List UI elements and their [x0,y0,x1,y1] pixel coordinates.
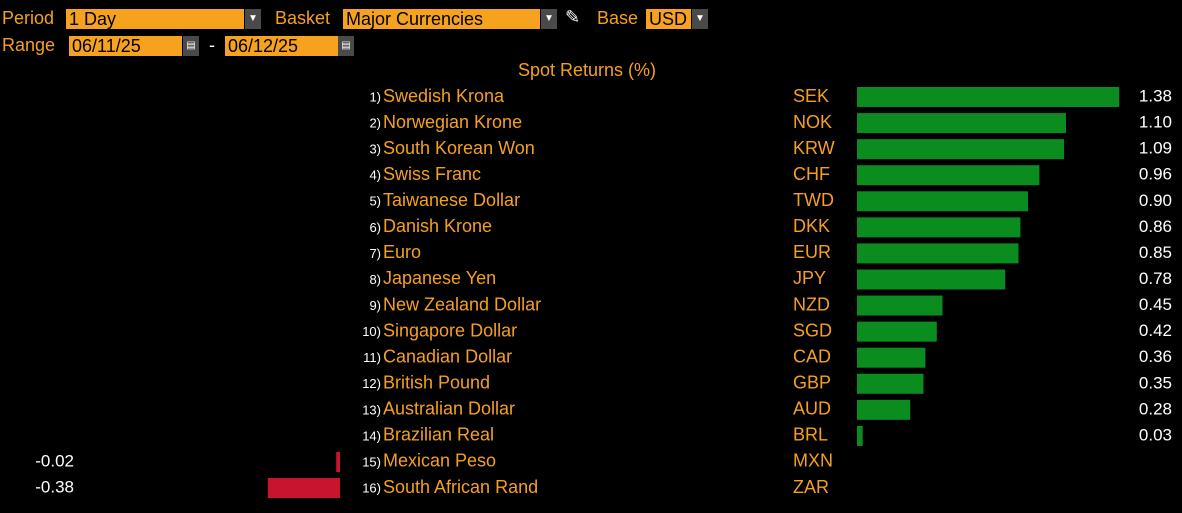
currency-name: South Korean Won [383,138,535,158]
value-label: 1.09 [1139,139,1172,158]
currency-name: Australian Dollar [383,399,515,419]
currency-name: South African Rand [383,477,538,497]
value-label: 0.42 [1139,321,1172,340]
rank-label: 8) [369,272,381,287]
rank-label: 12) [362,376,381,391]
currency-code: TWD [793,190,834,210]
rank-label: 1) [369,89,381,104]
bar [857,243,1019,264]
currency-name: Norwegian Krone [383,112,522,132]
rank-label: 2) [369,116,381,131]
range-label: Range [2,35,56,55]
bar [857,347,926,368]
bar [857,87,1120,107]
bar [857,113,1066,134]
currency-code: SGD [793,320,832,340]
currency-code: MXN [793,451,833,471]
value-label: 0.03 [1139,425,1172,444]
currency-code: JPY [793,268,826,288]
value-label: 0.86 [1139,217,1172,236]
period-dropdown[interactable]: 1 Day [66,9,244,29]
currency-code: GBP [793,373,831,393]
calendar-icon[interactable]: ▤ [183,36,199,56]
currency-name: Japanese Yen [383,268,496,288]
bar [857,399,911,420]
value-label: 0.35 [1139,373,1172,392]
currency-name: Taiwanese Dollar [383,190,520,210]
rank-label: 9) [369,298,381,313]
rank-label: 11) [363,350,381,365]
rank-label: 15) [362,454,381,469]
currency-code: KRW [793,138,835,158]
bar [857,217,1021,238]
currency-code: ZAR [793,477,829,497]
rank-label: 13) [362,402,381,417]
currency-code: EUR [793,242,831,262]
rank-label: 4) [369,168,381,183]
rank-label: 16) [362,480,381,495]
base-label: Base [597,8,639,28]
calendar-icon[interactable]: ▤ [338,36,354,56]
currency-code: CHF [793,164,830,184]
currency-name: Swedish Krona [383,86,505,106]
currency-code: NOK [793,112,832,132]
currency-name: British Pound [383,373,490,393]
bar [857,139,1065,160]
value-label: 0.28 [1139,399,1172,418]
bar [857,165,1040,186]
range-to[interactable]: 06/12/25 [225,36,338,56]
range-from[interactable]: 06/11/25 [69,36,182,56]
currency-name: Brazilian Real [383,425,494,445]
value-label: 0.85 [1139,243,1172,262]
currency-code: DKK [793,216,830,236]
currency-name: Euro [383,242,421,262]
currency-code: AUD [793,399,831,419]
currency-name: Mexican Peso [383,451,496,471]
currency-code: BRL [793,425,828,445]
rank-label: 7) [369,246,381,261]
value-label: -0.02 [35,451,74,470]
currency-name: Swiss Franc [383,164,481,184]
value-label: 0.78 [1139,269,1172,288]
currency-name: Danish Krone [383,216,492,236]
rank-label: 14) [362,428,381,443]
currency-code: NZD [793,294,830,314]
bar [857,295,943,316]
bar [857,425,863,446]
rank-label: 10) [362,324,381,339]
period-label: Period [2,8,55,28]
rank-label: 3) [369,142,381,157]
bar [857,191,1028,212]
currency-code: SEK [793,86,829,106]
dropdown-arrow[interactable]: ▼ [245,9,261,29]
value-label: 1.38 [1139,86,1172,105]
basket-dropdown[interactable]: Major Currencies [343,9,540,29]
currency-code: CAD [793,346,831,366]
bar [336,451,340,472]
rank-label: 6) [369,220,381,235]
range-separator: - [209,35,215,55]
bar [267,478,340,499]
base-dropdown[interactable]: USD [646,9,691,29]
value-label: 0.90 [1139,191,1172,210]
bar [857,373,924,394]
basket-label: Basket [275,8,331,28]
dropdown-arrow[interactable]: ▼ [692,9,708,29]
currency-name: Singapore Dollar [383,320,517,340]
value-label: 1.10 [1139,113,1172,132]
edit-icon[interactable]: ✎ [565,7,581,27]
currency-name: Canadian Dollar [383,346,512,366]
bar [857,269,1006,290]
dropdown-arrow[interactable]: ▼ [541,9,557,29]
value-label: 0.36 [1139,347,1172,366]
value-label: -0.38 [35,478,74,497]
rank-label: 5) [369,194,381,209]
value-label: 0.45 [1139,295,1172,314]
currency-name: New Zealand Dollar [383,294,541,314]
bar [857,321,937,342]
value-label: 0.96 [1139,165,1172,184]
chart-title: Spot Returns (%) [518,60,656,80]
